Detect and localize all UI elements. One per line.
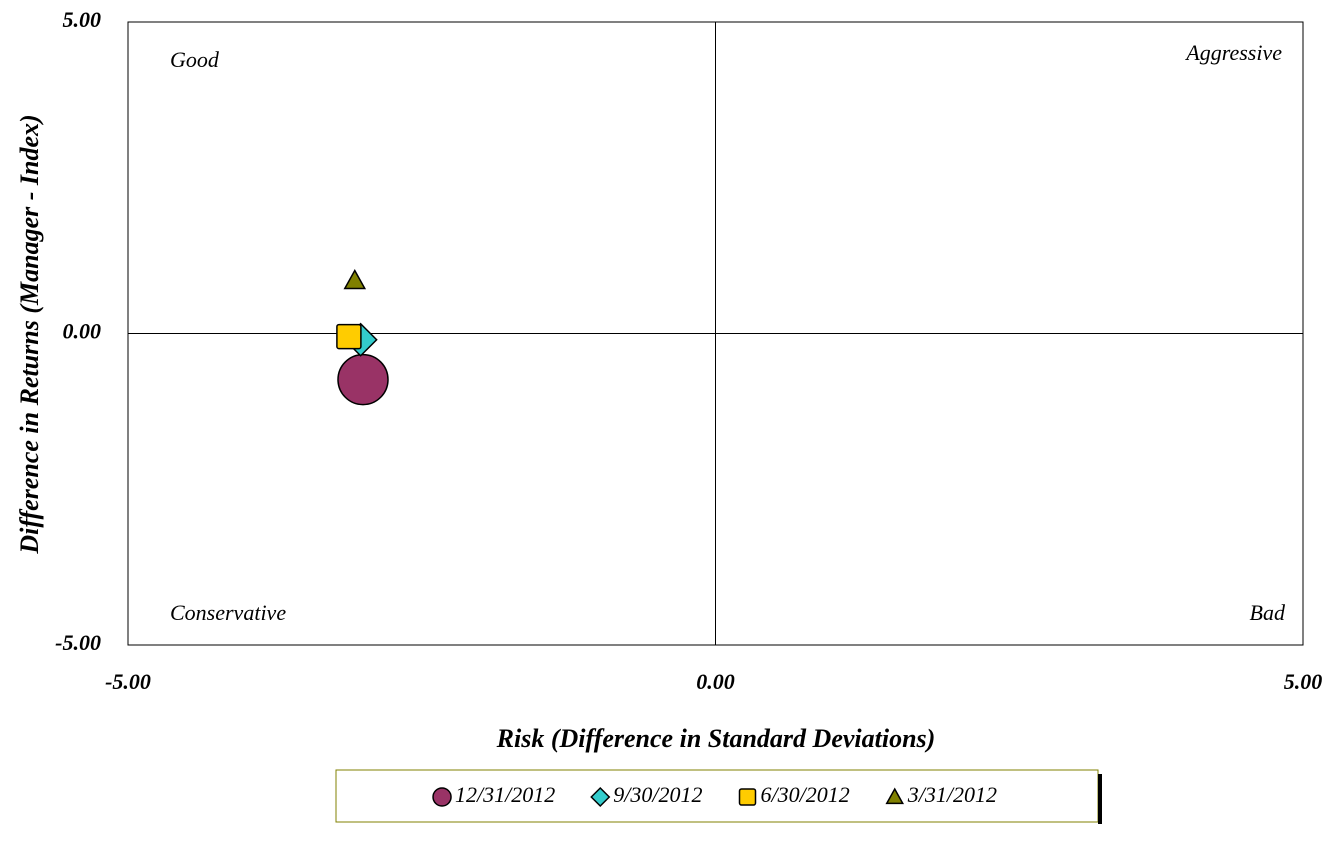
legend-box (335, 769, 1099, 823)
marker-circle (337, 353, 389, 406)
marker-circle (432, 787, 452, 807)
legend-shadow (1098, 774, 1102, 824)
legend-label: 12/31/2012 (455, 782, 555, 807)
y-tick-label: 5.00 (63, 7, 102, 32)
y-tick-label: 0.00 (63, 319, 102, 344)
x-tick-label: -5.00 (105, 669, 151, 694)
legend-label: 3/31/2012 (907, 782, 997, 807)
x-tick-label: 0.00 (696, 669, 735, 694)
marker-square (738, 788, 757, 806)
marker-triangle (343, 269, 367, 290)
legend-label: 6/30/2012 (761, 782, 850, 807)
quadrant-label: Bad (1250, 600, 1286, 625)
marker-diamond (590, 786, 611, 808)
marker-triangle (885, 787, 905, 805)
quadrant-label: Good (170, 47, 220, 72)
quadrant-label: Conservative (170, 600, 286, 625)
quadrant-label: Aggressive (1184, 40, 1282, 65)
x-axis-title: Risk (Difference in Standard Deviations) (496, 724, 936, 753)
y-tick-label: -5.00 (55, 630, 101, 655)
x-tick-label: 5.00 (1284, 669, 1323, 694)
legend-label: 9/30/2012 (613, 782, 702, 807)
y-axis-title: Difference in Returns (Manager - Index) (15, 114, 44, 554)
marker-square (336, 323, 362, 350)
